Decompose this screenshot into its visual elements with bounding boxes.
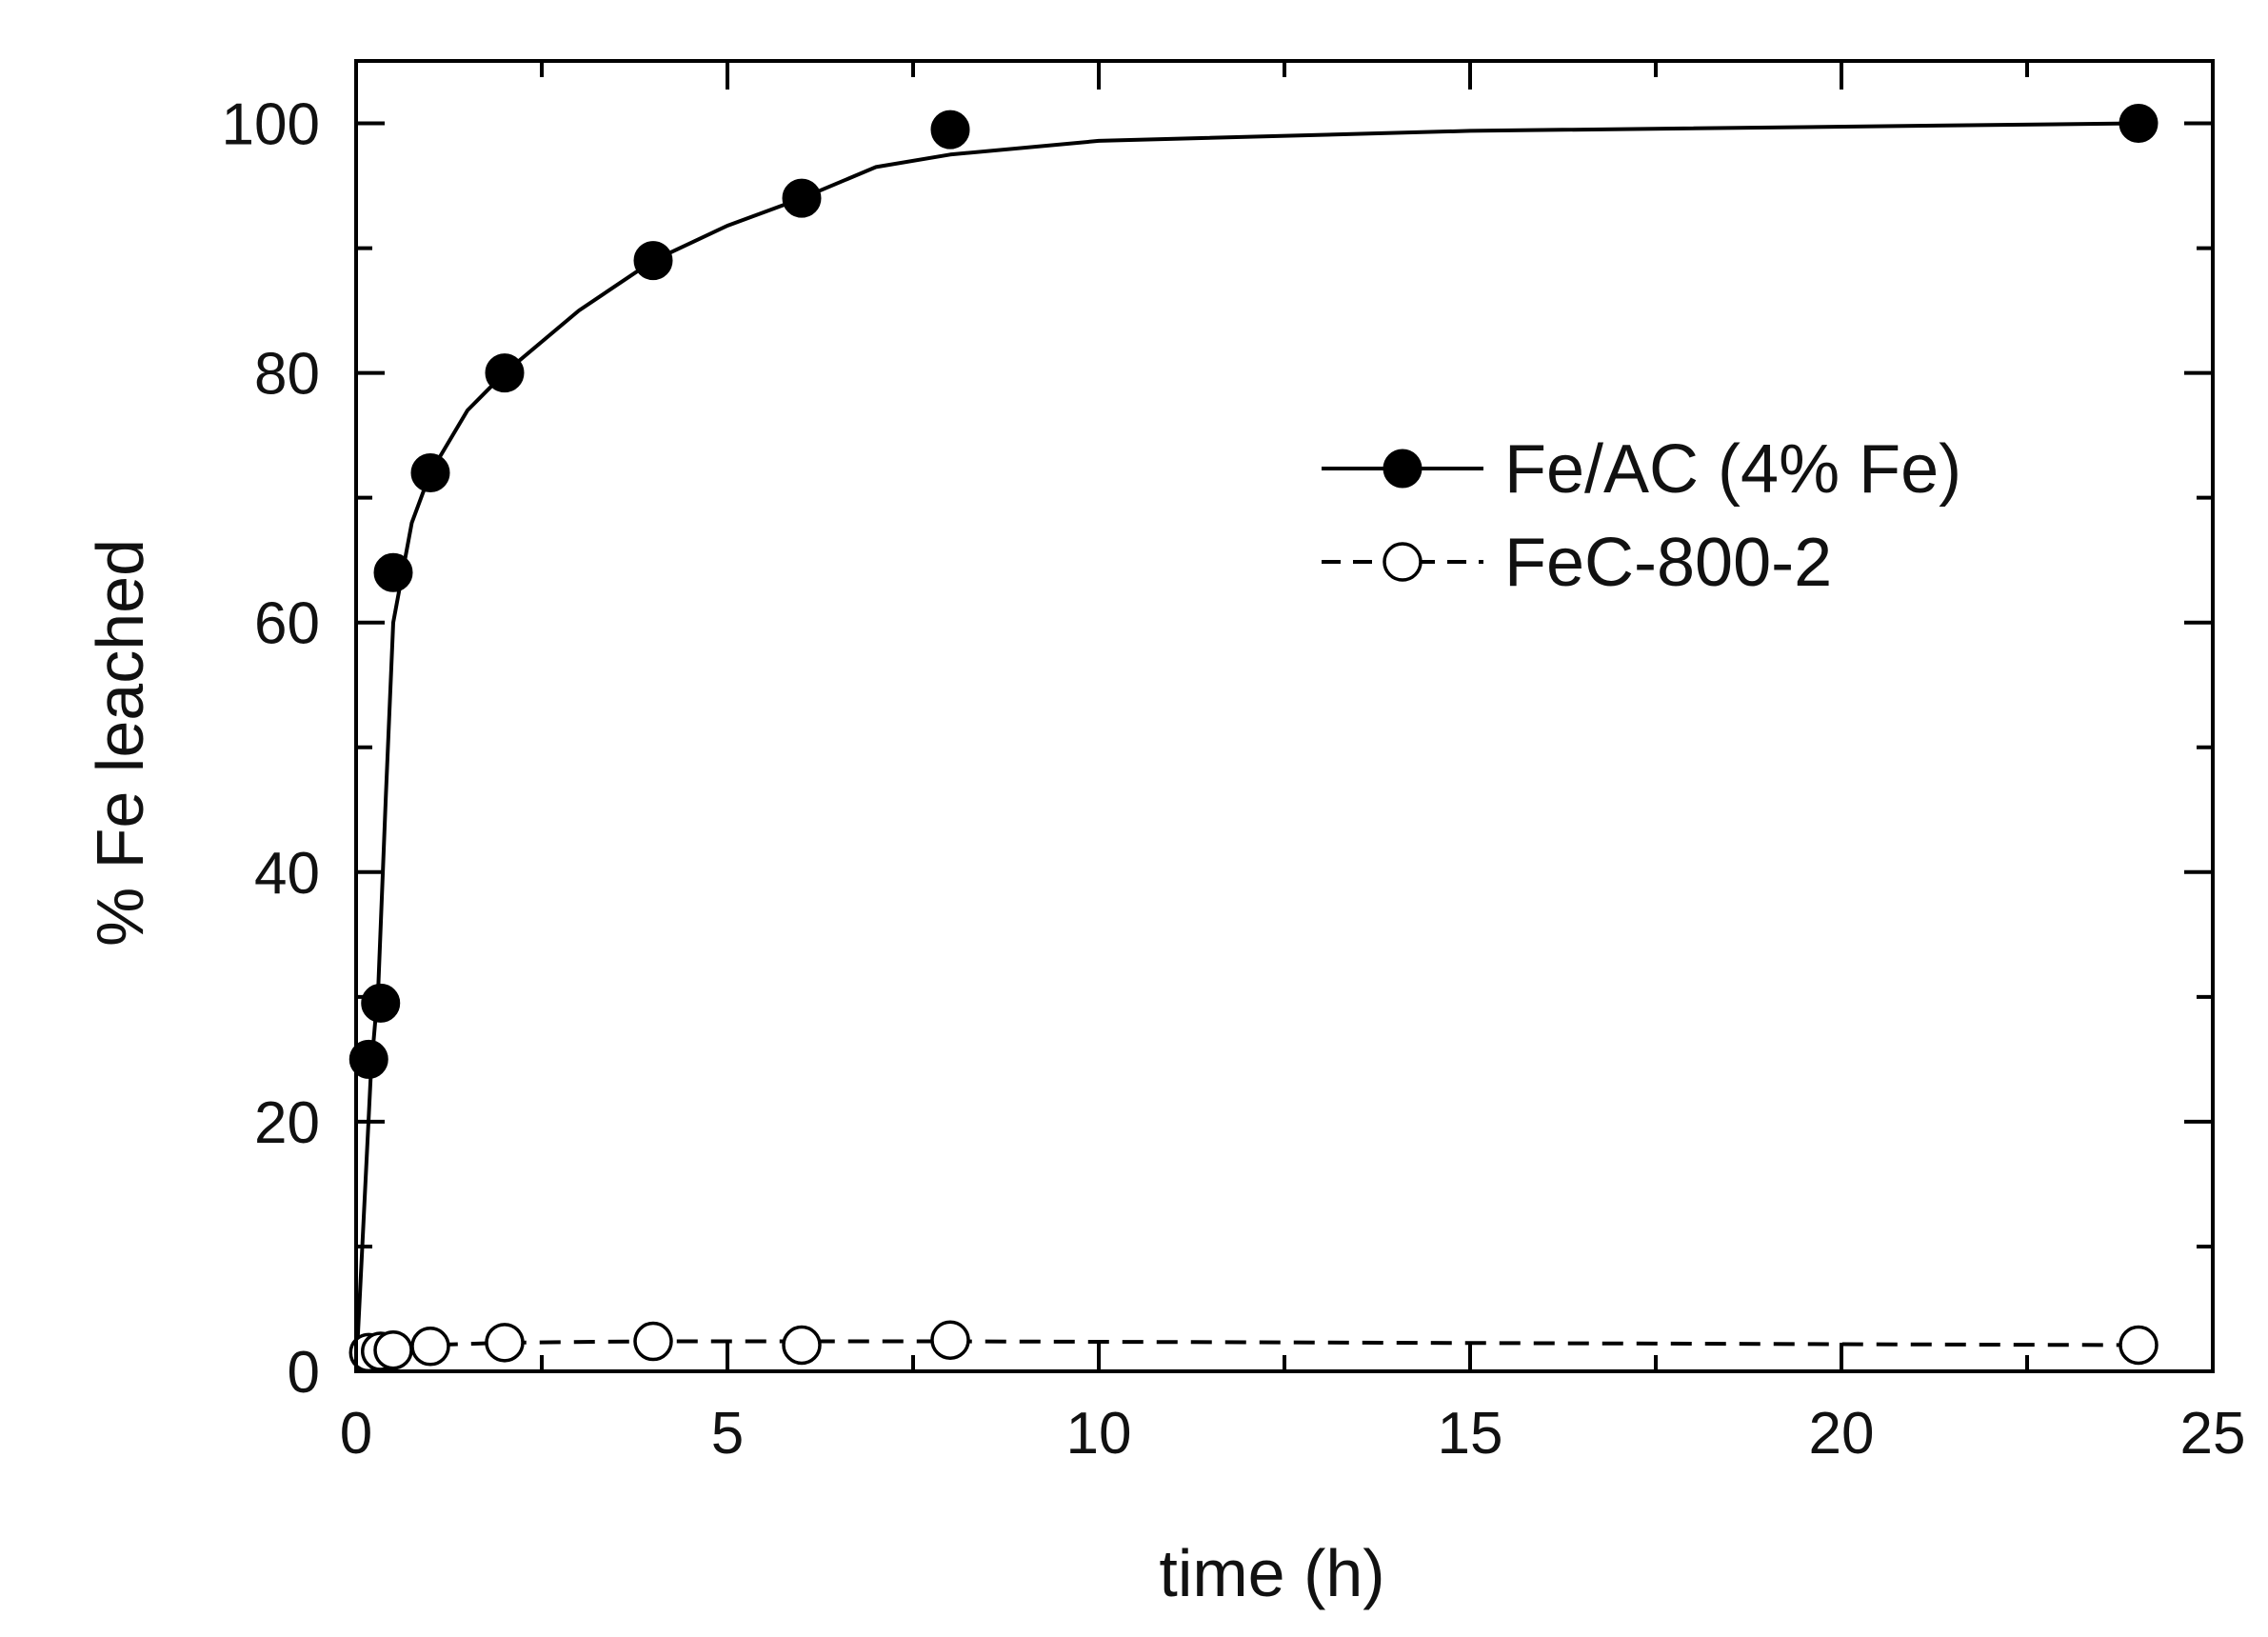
series-1-point: [485, 353, 525, 393]
y-tick-label: 60: [254, 591, 320, 657]
x-tick-label: 0: [340, 1401, 372, 1467]
legend: Fe/AC (4% Fe) FeC-800-2: [1322, 431, 1961, 601]
series-2-point: [930, 1320, 970, 1360]
series-1-point: [2119, 104, 2159, 144]
axes: 0 5 10 15 20 25 0 20 40 60 80 100: [222, 59, 2246, 1467]
series-1-point: [410, 452, 450, 492]
legend-marker-1: [1383, 449, 1422, 489]
series-2: [348, 1320, 2159, 1373]
series-1-line: [354, 121, 2139, 1372]
y-tick-label: 40: [254, 841, 320, 907]
series-2-point: [373, 1329, 413, 1370]
x-tick-label: 5: [711, 1401, 744, 1467]
legend-label-1: Fe/AC (4% Fe): [1504, 431, 1961, 508]
x-tick-label: 20: [1809, 1401, 1875, 1467]
series-1-point: [348, 1039, 388, 1079]
series-1-point: [782, 178, 822, 218]
series-1-point: [633, 241, 673, 281]
series-2-point: [410, 1327, 450, 1367]
series-1: [348, 104, 2159, 1372]
series-2-point: [2119, 1325, 2159, 1366]
x-tick-label: 10: [1066, 1401, 1132, 1467]
y-tick-label: 100: [222, 92, 320, 158]
y-tick-label: 80: [254, 342, 320, 408]
y-tick-label: 0: [288, 1340, 320, 1406]
legend-item-2: FeC-800-2: [1322, 525, 1832, 601]
series-1-point: [373, 552, 413, 592]
x-tick-label: 15: [1438, 1401, 1503, 1467]
legend-item-1: Fe/AC (4% Fe): [1322, 431, 1961, 508]
legend-marker-2: [1383, 542, 1422, 582]
legend-label-2: FeC-800-2: [1504, 525, 1832, 601]
y-axis-title: % Fe leached: [83, 539, 157, 947]
plot-area: [348, 104, 2159, 1373]
series-2-point: [633, 1321, 673, 1362]
x-axis-title: time (h): [1159, 1536, 1384, 1610]
series-2-point: [782, 1325, 822, 1366]
series-1-point: [930, 110, 970, 150]
x-tick-label: 25: [2180, 1401, 2246, 1467]
series-2-point: [485, 1323, 525, 1363]
y-tick-label: 20: [254, 1090, 320, 1156]
series-1-point: [361, 983, 401, 1023]
